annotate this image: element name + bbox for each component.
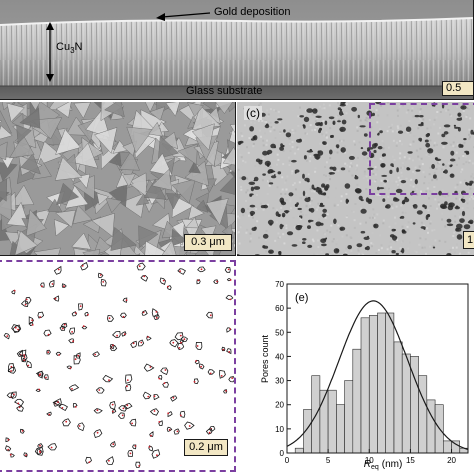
x-axis-ticks: 0 5 10 15 20 xyxy=(285,449,457,465)
y-tick-label: 30 xyxy=(275,377,284,386)
histogram-chart: 0 5 10 15 20 0 10 20 30 40 50 60 70 (e) Pores count… xyxy=(260,280,469,471)
panel-d-scale-bar: 0.2 μm xyxy=(184,439,228,456)
x-axis-label-unit: (nm) xyxy=(382,459,403,470)
x-tick-label: 5 xyxy=(326,456,331,465)
panel-c-letter: (c) xyxy=(244,106,262,120)
x-tick-label: 0 xyxy=(285,456,290,465)
histogram-bar xyxy=(393,341,403,454)
histogram-bar xyxy=(443,440,452,454)
histogram-bar xyxy=(336,404,345,454)
histogram-bar xyxy=(352,348,362,454)
gold-deposition-label: Gold deposition xyxy=(214,6,291,18)
y-tick-label: 10 xyxy=(275,425,284,434)
y-tick-label: 20 xyxy=(275,401,284,410)
plot-frame xyxy=(286,283,469,454)
panel-d-scale-label: 0.2 μm xyxy=(189,441,223,453)
cu3n-sub: 3 xyxy=(70,46,75,56)
panel-b-surface: 0.3 μm xyxy=(0,102,236,256)
y-tick-label: 40 xyxy=(275,352,284,361)
glass-substrate-label: Glass substrate xyxy=(186,85,263,97)
y-tick-label: 60 xyxy=(275,304,284,313)
histogram-bar xyxy=(294,447,304,454)
y-tick-label: 70 xyxy=(275,280,284,289)
panel-b-scale-bar: 0.3 μm xyxy=(184,234,232,251)
y-axis-label: Pores count xyxy=(260,334,270,383)
histogram-bar xyxy=(385,312,395,454)
panel-c-pores: (c) 1 xyxy=(237,102,474,256)
x-tick-label: 10 xyxy=(365,456,374,465)
panel-a-image xyxy=(0,0,473,99)
panel-a-scale-bar: 0.5 xyxy=(442,81,473,96)
cu3n-tail: N xyxy=(74,41,83,53)
pore-contours xyxy=(3,262,236,468)
panel-d-image xyxy=(0,258,238,474)
x-tick-label: 15 xyxy=(406,456,415,465)
x-tick-label: 20 xyxy=(447,456,456,465)
histogram-bar xyxy=(377,312,386,454)
panel-a-scale-label: 0.5 xyxy=(446,82,462,94)
x-axis-label: Req (nm) xyxy=(364,459,403,471)
histogram-bar xyxy=(344,380,354,454)
y-axis-ticks: 0 10 20 30 40 50 60 70 xyxy=(275,280,291,458)
panel-c-zoom-region xyxy=(369,103,474,195)
panel-c-image xyxy=(237,102,474,255)
grain-texture xyxy=(0,102,235,255)
gaussian-fit-curve xyxy=(286,300,469,450)
x-axis-label-main: R xyxy=(364,459,371,470)
panel-c-scale-label: 1 xyxy=(467,234,474,246)
panel-e-histogram: 0 5 10 15 20 0 10 20 30 40 50 60 70 (e) Pores count… xyxy=(240,258,474,474)
x-axis-label-sub: eq xyxy=(371,464,379,471)
histogram-bar xyxy=(327,389,337,454)
panel-b-image xyxy=(0,102,235,255)
histogram-bar xyxy=(360,317,370,454)
panel-b-scale-label: 0.3 μm xyxy=(191,236,225,248)
histogram-bar xyxy=(401,353,411,454)
histogram-bar xyxy=(369,315,378,454)
panel-c-scale-bar: 1 xyxy=(463,231,474,249)
y-tick-label: 50 xyxy=(275,328,284,337)
histogram-bar xyxy=(418,375,428,454)
panel-d-contour-map: 0.2 μm xyxy=(0,258,238,474)
panel-d-dashed-frame xyxy=(0,260,236,472)
cu3n-layer-label: Cu3N xyxy=(56,41,82,55)
panel-e-letter: (e) xyxy=(295,292,308,304)
cu3n-main: Cu xyxy=(56,41,71,53)
histogram-bar xyxy=(426,399,436,454)
panel-a-cross-section: Gold deposition Cu3N Glass substrate 0.5 xyxy=(0,0,474,100)
y-tick-label: 0 xyxy=(280,449,285,458)
